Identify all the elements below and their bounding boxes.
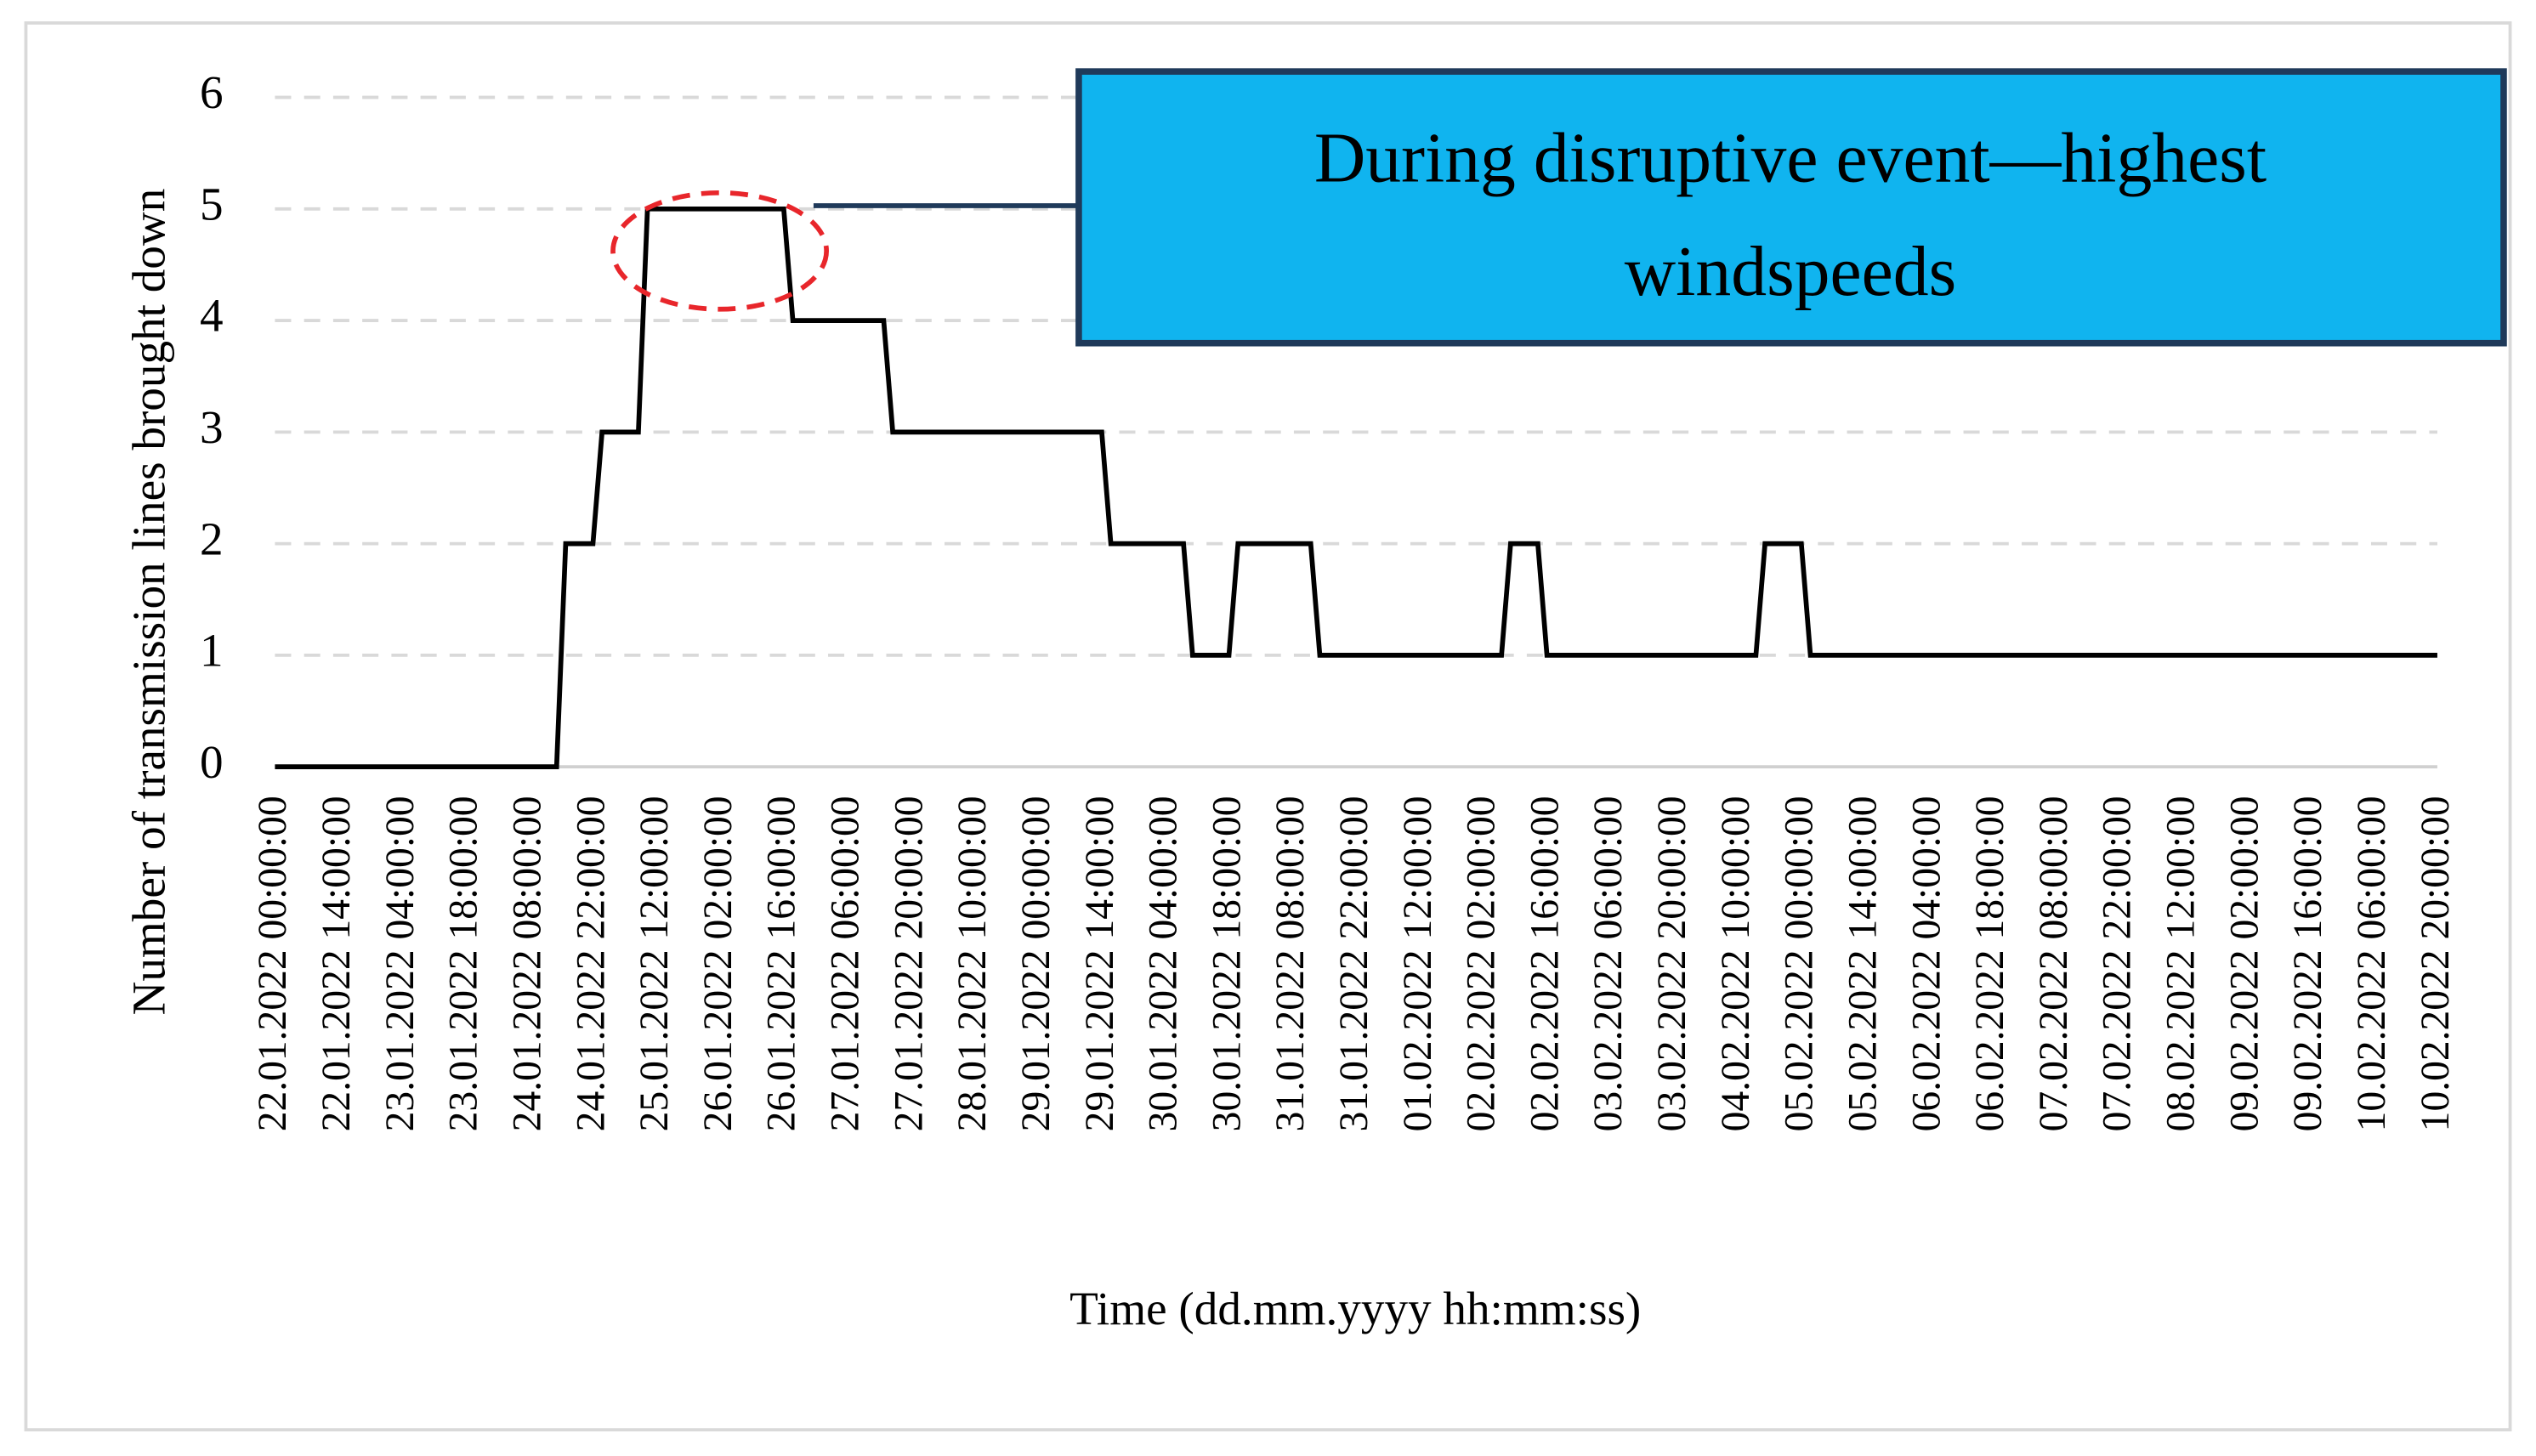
x-tick-label: 26.01.2022 16:00:00 (760, 796, 804, 1131)
x-tick-label: 02.02.2022 02:00:00 (1460, 796, 1504, 1131)
x-tick-label: 22.01.2022 00:00:00 (251, 796, 295, 1131)
x-tick-label: 30.01.2022 04:00:00 (1142, 796, 1186, 1131)
annotation-text: During disruptive event—highest (1314, 119, 2267, 198)
annotation-box (1075, 68, 2507, 347)
x-tick-label: 06.02.2022 18:00:00 (1968, 796, 2012, 1131)
x-tick-label: 23.01.2022 04:00:00 (378, 796, 423, 1131)
x-tick-label: 29.01.2022 14:00:00 (1078, 796, 1122, 1131)
y-tick-label: 6 (200, 66, 224, 118)
x-tick-label: 09.02.2022 02:00:00 (2222, 796, 2267, 1131)
y-tick-label: 1 (200, 625, 224, 677)
y-tick-label: 0 (200, 736, 224, 788)
y-axis-title: Number of transmission lines brought dow… (122, 189, 174, 1016)
annotation-text: windspeeds (1625, 232, 1957, 311)
x-tick-label: 07.02.2022 08:00:00 (2032, 796, 2076, 1131)
x-tick-label: 25.01.2022 12:00:00 (633, 796, 677, 1131)
x-tick-label: 29.01.2022 00:00:00 (1014, 796, 1058, 1131)
x-tick-label: 24.01.2022 08:00:00 (505, 796, 549, 1131)
x-tick-label: 26.01.2022 02:00:00 (696, 796, 740, 1131)
x-tick-label: 23.01.2022 18:00:00 (442, 796, 486, 1131)
x-tick-label: 27.01.2022 06:00:00 (824, 796, 868, 1131)
x-tick-label: 28.01.2022 10:00:00 (950, 796, 995, 1131)
x-tick-label: 03.02.2022 06:00:00 (1586, 796, 1631, 1131)
x-tick-label: 22.01.2022 14:00:00 (315, 796, 359, 1131)
data-line (275, 206, 2437, 770)
y-tick-label: 4 (200, 290, 224, 342)
plot-area (275, 206, 2437, 770)
x-tick-label: 05.02.2022 14:00:00 (1841, 796, 1885, 1131)
x-tick-label: 02.02.2022 16:00:00 (1523, 796, 1567, 1131)
y-tick-label: 2 (200, 513, 224, 564)
x-tick-label: 10.02.2022 20:00:00 (2414, 796, 2458, 1131)
x-tick-label: 01.02.2022 12:00:00 (1396, 796, 1440, 1131)
x-tick-label: 03.02.2022 20:00:00 (1650, 796, 1694, 1131)
x-tick-label: 27.01.2022 20:00:00 (887, 796, 931, 1131)
x-tick-label: 04.02.2022 10:00:00 (1714, 796, 1758, 1131)
x-tick-label: 10.02.2022 06:00:00 (2350, 796, 2394, 1131)
x-tick-label: 31.01.2022 08:00:00 (1268, 796, 1313, 1131)
y-tick-label: 3 (200, 401, 224, 453)
x-tick-label: 31.01.2022 22:00:00 (1332, 796, 1376, 1131)
x-tick-label: 05.02.2022 00:00:00 (1778, 796, 1822, 1131)
x-tick-label: 24.01.2022 22:00:00 (569, 796, 613, 1131)
x-tick-label: 30.01.2022 18:00:00 (1205, 796, 1249, 1131)
highlight-ellipse (610, 190, 829, 312)
x-axis-title: Time (dd.mm.yyyy hh:mm:ss) (1069, 1283, 1641, 1334)
x-tick-label: 08.02.2022 12:00:00 (2159, 796, 2204, 1131)
x-tick-label: 09.02.2022 16:00:00 (2286, 796, 2330, 1131)
y-tick-label: 5 (200, 178, 224, 229)
x-tick-label: 07.02.2022 22:00:00 (2096, 796, 2140, 1131)
x-tick-label: 06.02.2022 04:00:00 (1904, 796, 1949, 1131)
